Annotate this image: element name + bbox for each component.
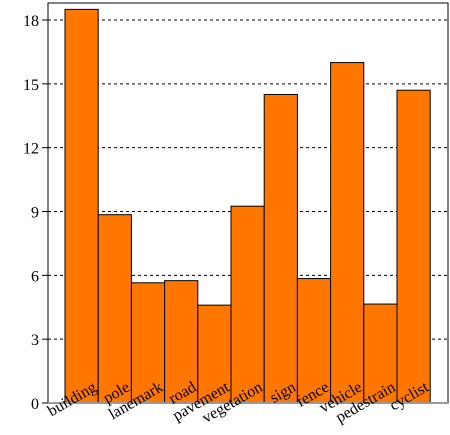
bar-fence xyxy=(296,278,332,404)
bar-sign xyxy=(263,93,298,404)
bar-building xyxy=(64,8,99,404)
bar-pavement xyxy=(197,304,232,404)
plot-frame xyxy=(47,2,449,404)
y-tick-label: 3 xyxy=(31,332,39,349)
bar-vegetation xyxy=(230,205,265,404)
bar-vehicle xyxy=(330,62,365,404)
y-tick-label: 15 xyxy=(23,77,39,94)
bar-cyclist xyxy=(396,89,431,404)
y-tick-label: 0 xyxy=(31,396,39,413)
bar-pole xyxy=(97,214,132,404)
y-tick-label: 9 xyxy=(31,205,39,222)
bars xyxy=(64,8,431,404)
y-tick-label: 12 xyxy=(23,141,39,158)
bar-lanemark xyxy=(130,282,166,404)
y-tick-label: 6 xyxy=(31,268,39,285)
y-tick-label: 18 xyxy=(23,13,39,30)
y-axis-ticks: 0 3 6 9 12 15 18 xyxy=(23,13,48,413)
